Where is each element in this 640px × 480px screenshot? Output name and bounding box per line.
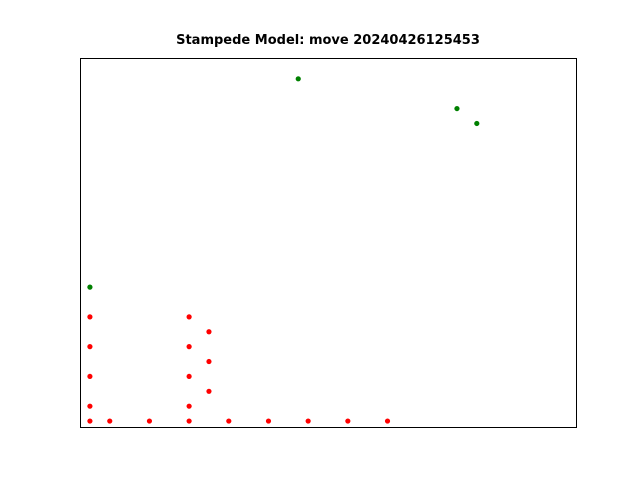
scatter-point-s0-0 (87, 418, 93, 424)
scatter-point-s0-6 (305, 418, 311, 424)
scatter-point-s0-3 (186, 418, 192, 424)
scatter-point-s1-0 (87, 284, 93, 290)
scatter-point-s0-13 (87, 344, 93, 350)
scatter-point-s0-5 (265, 418, 272, 424)
scatter-point-s0-11 (87, 373, 93, 380)
scatter-point-s0-10 (186, 403, 192, 409)
chart-title: Stampede Model: move 20240426125453 (176, 33, 480, 48)
scatter-point-s0-18 (206, 358, 212, 365)
scatter-point-s1-2 (454, 105, 460, 112)
scatter-point-s0-2 (146, 418, 153, 424)
scatter-point-s0-12 (186, 373, 192, 380)
plot-frame (80, 58, 577, 428)
scatter-point-s0-4 (226, 418, 232, 424)
scatter-point-s0-1 (107, 418, 113, 424)
scatter-point-s1-1 (295, 76, 301, 82)
scatter-point-s0-7 (345, 418, 351, 424)
scatter-point-s0-15 (87, 314, 93, 320)
scatter-point-s0-19 (206, 329, 212, 335)
scatter-point-s0-16 (186, 314, 192, 320)
scatter-point-s0-9 (87, 403, 93, 409)
scatter-point-s0-14 (186, 344, 192, 350)
scatter-point-s0-8 (384, 418, 391, 424)
scatter-point-s0-17 (206, 388, 212, 394)
points-layer (87, 76, 480, 424)
scatter-point-s1-3 (474, 120, 480, 127)
